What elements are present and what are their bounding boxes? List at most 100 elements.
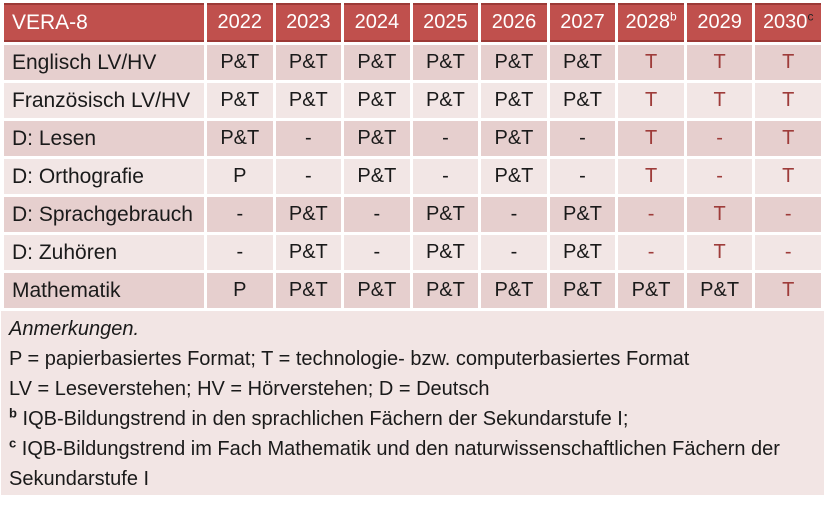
table-cell: P&T — [618, 273, 684, 308]
note-text: P = papierbasiertes Format; T = technolo… — [9, 348, 690, 370]
year-label: 2022 — [217, 11, 263, 33]
table-cell: P&T — [481, 273, 547, 308]
table-cell: - — [686, 121, 753, 156]
table-cell: - — [755, 235, 821, 270]
year-label: 2027 — [560, 11, 605, 33]
table-cell: P&T — [481, 121, 547, 156]
year-label: 2028 — [625, 11, 670, 33]
table-cell: T — [755, 273, 821, 308]
table-cell: T — [618, 45, 684, 80]
year-label: 2023 — [286, 11, 331, 33]
footnote-marker-b: b — [9, 405, 17, 421]
footnote-marker-c: c — [807, 9, 814, 24]
table-cell: T — [755, 121, 821, 156]
table-cell: P&T — [549, 83, 616, 118]
year-label: 2029 — [697, 11, 742, 33]
table-cell: P&T — [412, 45, 479, 80]
table-cell: T — [618, 159, 684, 194]
table-cell: - — [412, 121, 479, 156]
table-cell: P — [207, 159, 273, 194]
year-header-2029: 2029 — [686, 3, 753, 42]
table-cell: T — [686, 197, 753, 232]
table-row: D: Orthografie P - P&T - P&T - T - T — [4, 159, 821, 194]
table-cell: T — [618, 121, 684, 156]
table-cell: - — [207, 197, 273, 232]
table-cell: - — [275, 121, 342, 156]
table-row: Mathematik P P&T P&T P&T P&T P&T P&T P&T T — [4, 273, 821, 308]
table-row: Englisch LV/HV P&T P&T P&T P&T P&T P&T T T T — [4, 45, 821, 80]
table-cell: T — [686, 235, 753, 270]
table-cell: T — [686, 83, 753, 118]
table-row: D: Sprachgebrauch - P&T - P&T - P&T - T - — [4, 197, 821, 232]
table-cell: P&T — [549, 45, 616, 80]
table-cell: - — [207, 235, 273, 270]
table-cell: P&T — [412, 273, 479, 308]
notes-block: Anmerkungen. P = papierbasiertes Format;… — [1, 311, 824, 495]
table-cell: P&T — [207, 83, 273, 118]
table-cell: - — [275, 159, 342, 194]
year-label: 2025 — [423, 11, 468, 33]
table-cell: P&T — [344, 45, 410, 80]
table-cell: P&T — [207, 45, 273, 80]
table-cell: P&T — [481, 83, 547, 118]
table-row: D: Zuhören - P&T - P&T - P&T - T - — [4, 235, 821, 270]
note-line: P = papierbasiertes Format; T = technolo… — [9, 344, 814, 374]
table-cell: - — [344, 235, 410, 270]
table-cell: P&T — [275, 235, 342, 270]
table-cell: - — [549, 121, 616, 156]
year-header-2022: 2022 — [207, 3, 273, 42]
year-header-2028: 2028b — [618, 3, 684, 42]
note-line: c IQB-Bildungstrend im Fach Mathematik u… — [9, 434, 814, 494]
table-cell: - — [412, 159, 479, 194]
table-cell: - — [618, 235, 684, 270]
table-cell: P&T — [275, 273, 342, 308]
year-header-2027: 2027 — [549, 3, 616, 42]
table-title-cell: VERA-8 — [4, 3, 204, 42]
table-cell: - — [344, 197, 410, 232]
table-cell: P&T — [549, 235, 616, 270]
table-cell: P&T — [549, 273, 616, 308]
table-cell: P&T — [412, 197, 479, 232]
row-label: Französisch LV/HV — [4, 83, 204, 118]
table-header-row: VERA-8 2022 2023 2024 2025 2026 2027 2028b 2029… — [4, 3, 821, 42]
row-label: D: Lesen — [4, 121, 204, 156]
table-cell: P&T — [275, 83, 342, 118]
year-header-2025: 2025 — [412, 3, 479, 42]
table-cell: P&T — [344, 121, 410, 156]
year-header-2030: 2030c — [755, 3, 821, 42]
note-text: IQB-Bildungstrend in den sprachlichen Fä… — [22, 408, 629, 430]
table-title: VERA-8 — [12, 10, 88, 34]
table-cell: P&T — [344, 83, 410, 118]
year-label: 2024 — [354, 11, 400, 33]
table-cell: T — [755, 45, 821, 80]
table-cell: P&T — [207, 121, 273, 156]
note-text: LV = Leseverstehen; HV = Hörverstehen; D… — [9, 378, 490, 400]
table-cell: - — [549, 159, 616, 194]
note-line: LV = Leseverstehen; HV = Hörverstehen; D… — [9, 374, 814, 404]
table-cell: - — [755, 197, 821, 232]
table-row: D: Lesen P&T - P&T - P&T - T - T — [4, 121, 821, 156]
table-cell: P&T — [275, 45, 342, 80]
note-text: IQB-Bildungstrend im Fach Mathematik und… — [9, 438, 780, 490]
year-header-2026: 2026 — [481, 3, 547, 42]
vera8-table: VERA-8 2022 2023 2024 2025 2026 2027 2028b 2029… — [1, 0, 824, 311]
year-header-2024: 2024 — [344, 3, 410, 42]
table-cell: P&T — [412, 83, 479, 118]
table-cell: P&T — [481, 45, 547, 80]
table-cell: P&T — [344, 273, 410, 308]
table-cell: - — [686, 159, 753, 194]
row-label: Englisch LV/HV — [4, 45, 204, 80]
notes-heading: Anmerkungen. — [9, 318, 140, 340]
table-row: Französisch LV/HV P&T P&T P&T P&T P&T P&T T T T — [4, 83, 821, 118]
note-line: b IQB-Bildungstrend in den sprachlichen … — [9, 404, 814, 434]
table-cell: T — [686, 45, 753, 80]
table-cell: P&T — [344, 159, 410, 194]
table-cell: P&T — [481, 159, 547, 194]
row-label: D: Zuhören — [4, 235, 204, 270]
year-label: 2026 — [491, 11, 537, 33]
table-cell: P&T — [275, 197, 342, 232]
table-cell: P&T — [686, 273, 753, 308]
table-cell: T — [755, 159, 821, 194]
table-cell: P&T — [412, 235, 479, 270]
